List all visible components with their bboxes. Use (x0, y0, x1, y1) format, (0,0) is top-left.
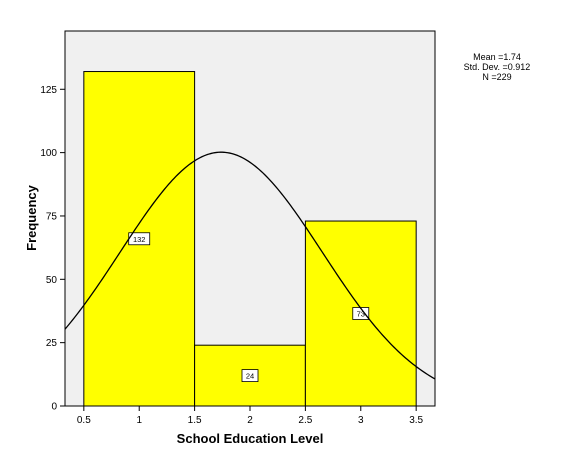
x-tick-label: 2 (247, 415, 253, 426)
n-stat: N =229 (482, 72, 512, 82)
x-tick-label: 3 (358, 415, 364, 426)
y-tick-label: 50 (46, 275, 58, 286)
y-tick-label: 25 (46, 338, 58, 349)
bar-value-box (241, 369, 259, 382)
x-tick-label: 3.5 (409, 415, 423, 426)
y-axis-title: Frequency (24, 184, 39, 251)
bar-value-label: 132 (133, 235, 146, 244)
x-axis-title: School Education Level (177, 431, 324, 446)
sd-stat: Std. Dev. =0.912 (463, 62, 531, 72)
y-tick-label: 125 (40, 85, 57, 96)
x-tick-label: 1.5 (188, 415, 202, 426)
x-tick-label: 1 (136, 415, 142, 426)
bar-value-label: 24 (246, 372, 254, 381)
y-tick-label: 100 (40, 148, 57, 159)
x-tick-label: 2.5 (298, 415, 312, 426)
y-tick-label: 0 (51, 402, 57, 413)
stats-box: Mean =1.74 Std. Dev. =0.912 N =229 (452, 52, 542, 82)
normal-curve (64, 151, 436, 380)
bar-value-label: 73 (357, 310, 365, 319)
mean-stat: Mean =1.74 (473, 52, 521, 62)
y-tick-label: 75 (46, 211, 58, 222)
x-tick-label: 0.5 (77, 415, 91, 426)
